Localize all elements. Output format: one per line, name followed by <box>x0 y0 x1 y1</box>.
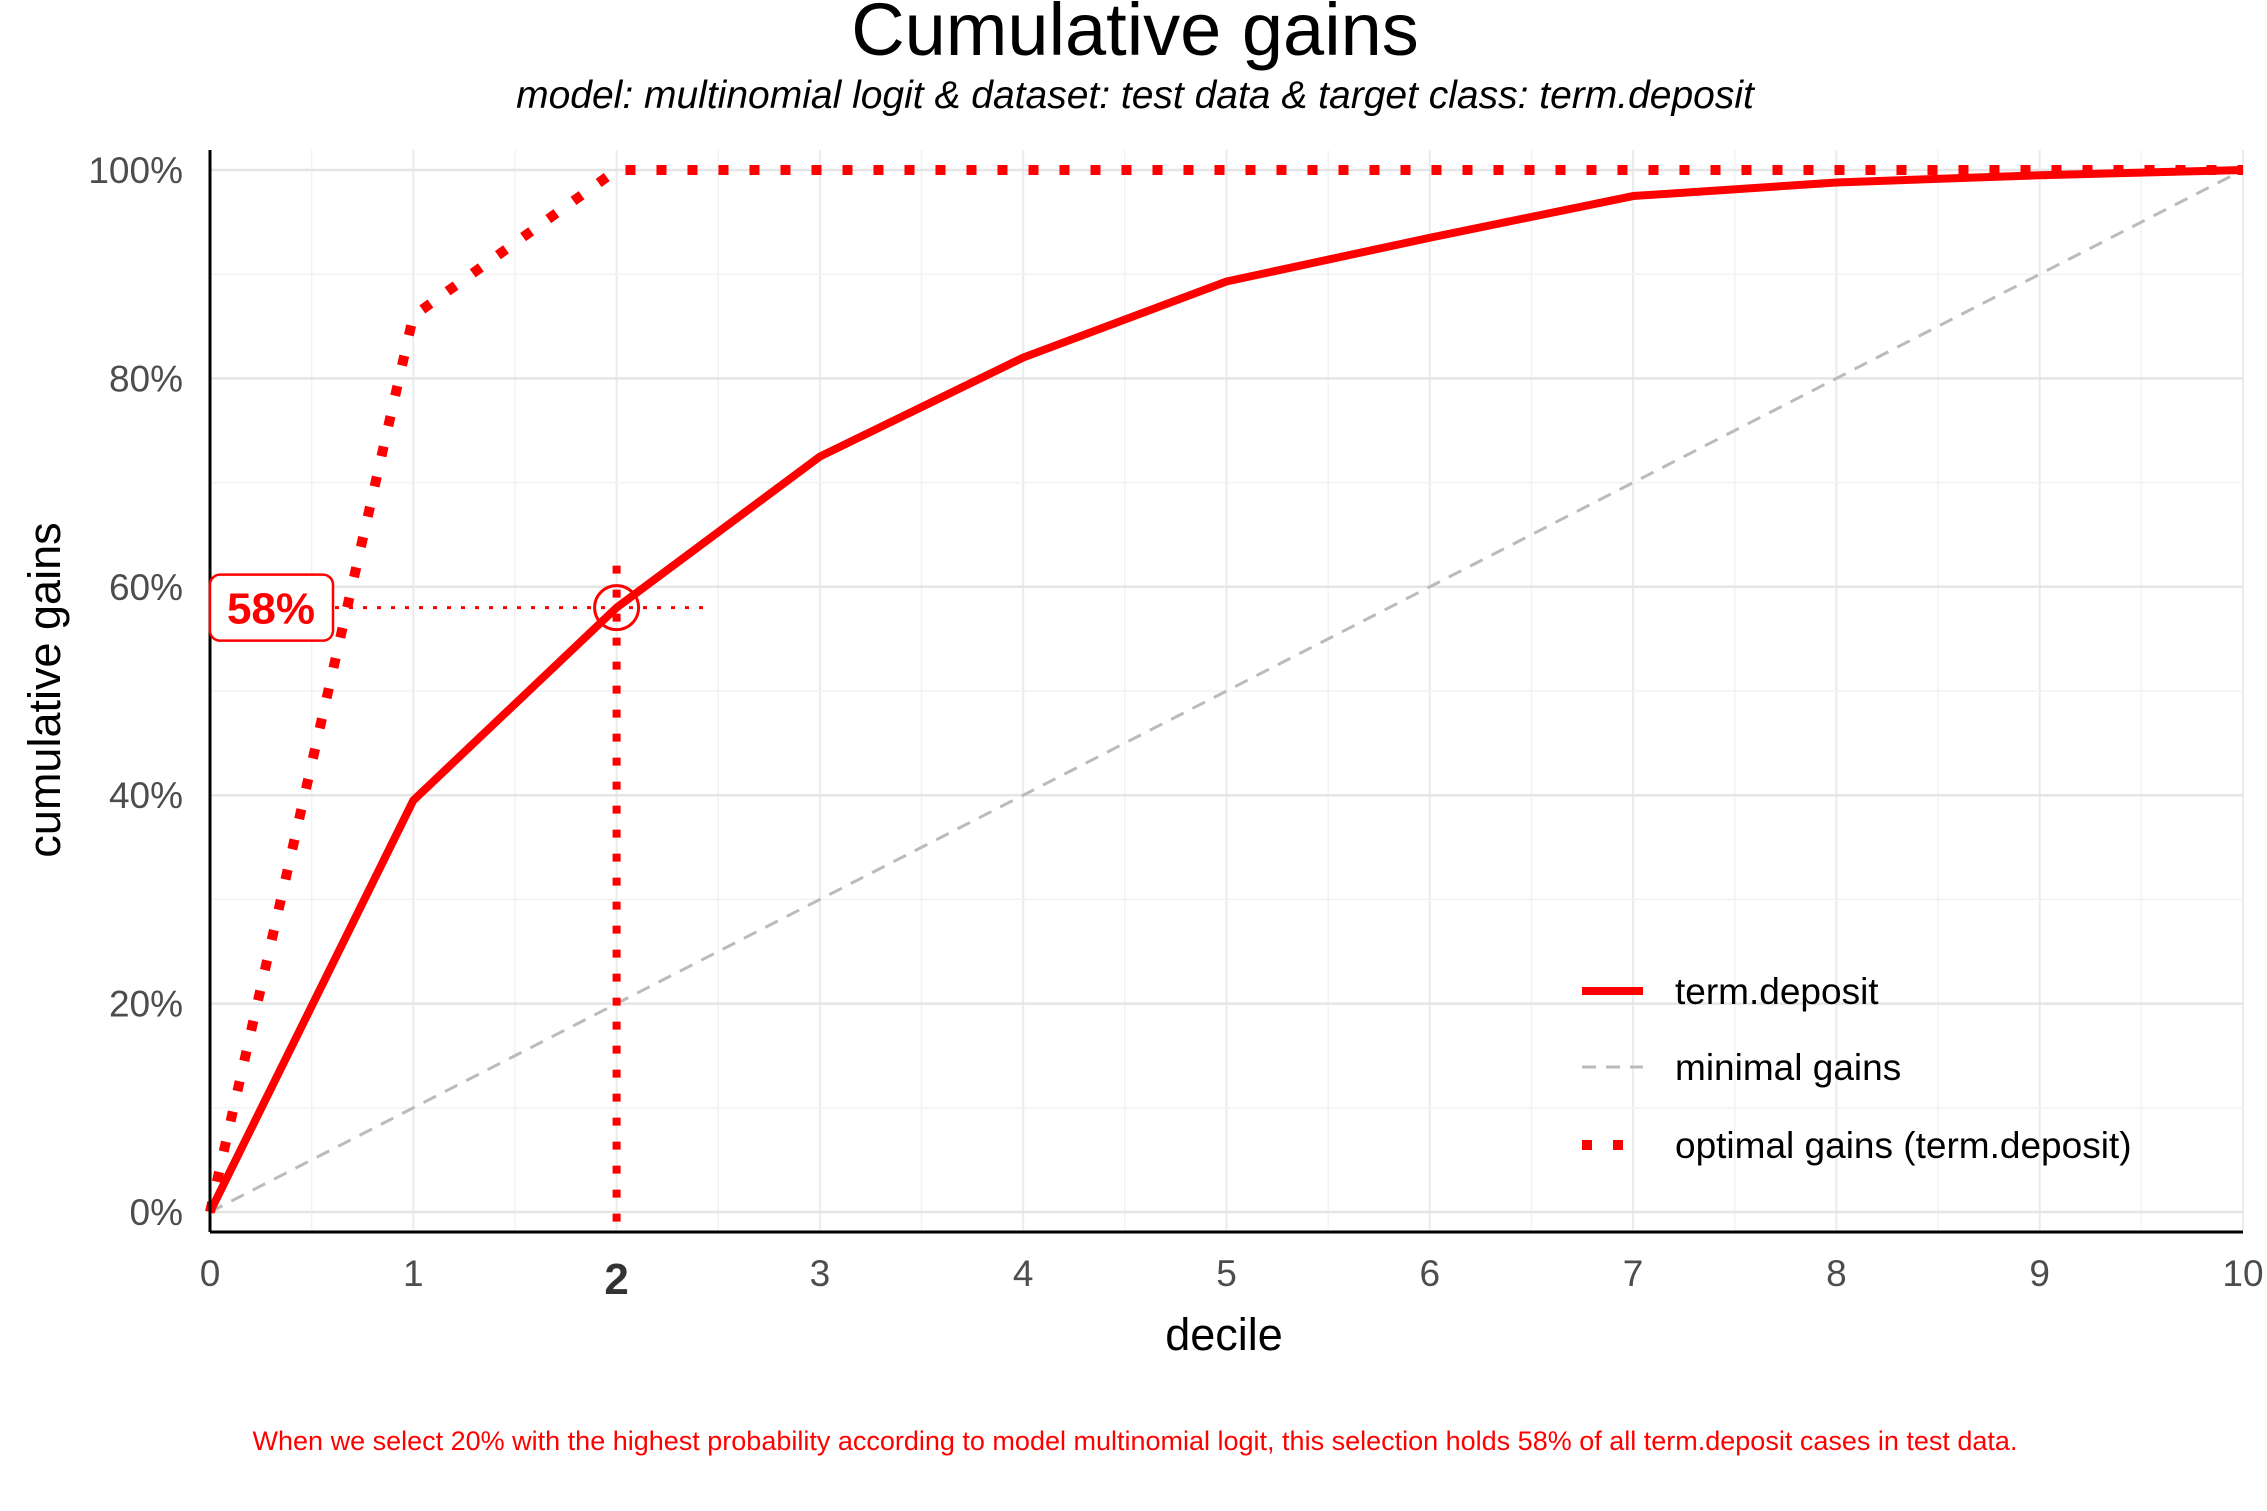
x-tick-label: 3 <box>810 1253 831 1294</box>
annotation: 58% <box>208 565 707 1232</box>
x-tick-label: 2 <box>604 1255 628 1304</box>
x-axis-title: decile <box>1165 1309 1283 1360</box>
grid <box>209 150 2244 1230</box>
x-tick-label: 4 <box>1013 1253 1034 1294</box>
legend-label-minimal-gains: minimal gains <box>1675 1047 1901 1088</box>
annotation-marker <box>593 584 641 632</box>
y-tick-label: 40% <box>109 775 183 816</box>
axes <box>208 150 2243 1234</box>
series-layer <box>205 165 2244 1214</box>
series-line-term-deposit <box>206 166 2244 1214</box>
x-tick-label: 7 <box>1623 1253 1644 1294</box>
y-tick-label: 60% <box>109 567 183 608</box>
tick-labels: 0 1 2 3 4 5 6 7 8 9 100%20%40%60%80%100% <box>88 150 2263 1304</box>
series-line-minimal-gains <box>209 168 2244 1214</box>
y-tick-label: 0% <box>130 1192 183 1233</box>
series-line-optimal-gains-term-deposit <box>205 165 2243 1214</box>
annotation-label: 58% <box>227 585 315 634</box>
x-tick-label: 1 <box>403 1253 424 1294</box>
y-tick-label: 80% <box>109 358 183 399</box>
x-tick-label: 9 <box>2029 1253 2050 1294</box>
y-axis-title: cumulative gains <box>19 522 70 857</box>
legend: term.deposit minimal gains optimal gains… <box>1582 971 2132 1166</box>
chart-title: Cumulative gains <box>851 0 1419 71</box>
x-tick-label: 10 <box>2222 1253 2263 1294</box>
y-tick-label: 100% <box>88 150 183 191</box>
legend-label-optimal-gains: optimal gains (term.deposit) <box>1675 1125 2132 1166</box>
legend-label-term-deposit: term.deposit <box>1675 971 1879 1012</box>
x-tick-label: 0 <box>200 1253 221 1294</box>
x-tick-label: 6 <box>1420 1253 1441 1294</box>
annotation-label-box <box>208 573 335 642</box>
x-tick-label: 8 <box>1826 1253 1847 1294</box>
y-tick-label: 20% <box>109 984 183 1025</box>
chart-subtitle: model: multinomial logit & dataset: test… <box>516 74 1756 117</box>
x-tick-label: 5 <box>1216 1253 1237 1294</box>
chart-caption: When we select 20% with the highest prob… <box>253 1426 2018 1456</box>
